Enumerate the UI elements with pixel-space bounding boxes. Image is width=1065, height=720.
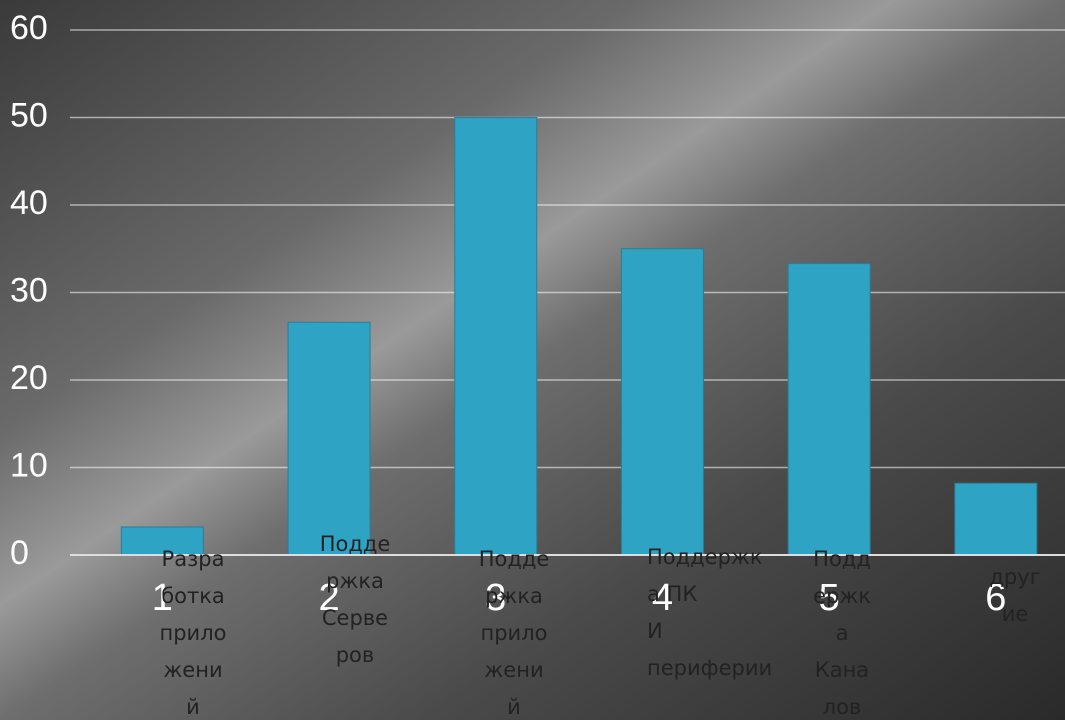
annotation-line: прило xyxy=(481,621,548,645)
annotation-line: Подде xyxy=(479,547,550,571)
y-tick-label: 0 xyxy=(10,534,29,572)
annotation-line: Кана xyxy=(815,658,869,682)
annotation-line: Серве xyxy=(322,606,388,630)
annotation-line: а ПК xyxy=(647,582,697,606)
annotation-line: Подд xyxy=(813,547,871,571)
bar xyxy=(620,248,704,556)
bar xyxy=(454,117,538,556)
annotation-line: И xyxy=(647,619,663,643)
annotation-line: ержк xyxy=(813,584,871,608)
annotation-line: прило xyxy=(160,621,227,645)
y-tick-label: 50 xyxy=(10,96,48,134)
bar xyxy=(787,263,871,556)
y-tick-label: 60 xyxy=(10,9,48,47)
x-tick-label: 3 xyxy=(485,577,506,619)
y-tick-label: 20 xyxy=(10,359,48,397)
annotation-line: Поддержк xyxy=(647,545,763,569)
annotation-line: ржка xyxy=(326,569,384,593)
y-tick-label: 40 xyxy=(10,184,48,222)
annotation-line: лов xyxy=(823,695,862,719)
annotation-line: Разра xyxy=(162,547,225,571)
annotation-line: Подде xyxy=(320,532,391,556)
x-tick-label: 6 xyxy=(985,577,1006,619)
annotation-line: ров xyxy=(336,643,375,667)
x-tick-label: 5 xyxy=(819,577,840,619)
annotation-line: периферии xyxy=(647,656,772,680)
bar xyxy=(954,482,1038,556)
annotation-line: ие xyxy=(1002,602,1029,626)
annotation-line: й xyxy=(186,695,200,719)
bar xyxy=(120,526,204,556)
y-tick-label: 30 xyxy=(10,271,48,309)
annotation-line: ботка xyxy=(161,584,225,608)
bar xyxy=(287,321,371,556)
annotation-line: а xyxy=(836,621,849,645)
x-tick-label: 4 xyxy=(652,577,673,619)
x-tick-label: 2 xyxy=(318,577,339,619)
annotation-line: жени xyxy=(484,658,543,682)
annotation-line: жени xyxy=(163,658,222,682)
x-tick-label: 1 xyxy=(152,577,173,619)
y-tick-label: 10 xyxy=(10,446,48,484)
annotation-line: друг xyxy=(989,565,1040,589)
annotation-line: ржка xyxy=(485,584,543,608)
annotation-line: й xyxy=(507,695,521,719)
